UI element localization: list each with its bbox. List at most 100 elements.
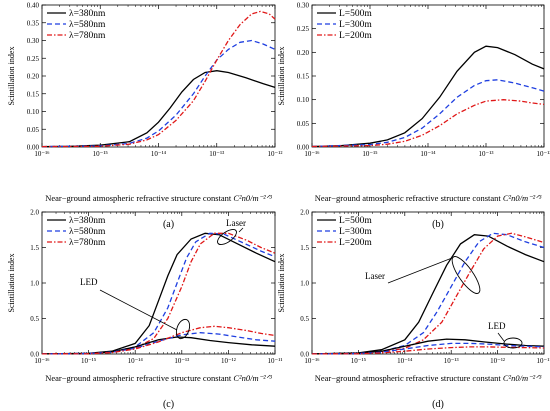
- y-axis-label: Scintillation index: [277, 254, 286, 313]
- x-tick-label: 10⁻¹²: [268, 150, 283, 158]
- y-tick-label: 1.5: [30, 244, 39, 252]
- y-tick-label: 0.5: [300, 315, 309, 323]
- annotation-ellipse-led: [175, 318, 191, 340]
- panel-caption: (b): [432, 219, 444, 230]
- legend-label: L=300m: [339, 227, 372, 237]
- x-axis-label: Near−ground atmospheric refractive struc…: [45, 373, 272, 383]
- x-tick-label: 10⁻¹⁶: [34, 150, 50, 158]
- x-tick-label: 10⁻¹³: [479, 150, 494, 158]
- annotation-ellipse-laser: [217, 229, 237, 245]
- x-tick-label: 10⁻¹⁴: [128, 357, 144, 365]
- series-line-laser-3: [41, 232, 276, 355]
- y-tick-label: 0.05: [27, 126, 40, 134]
- legend-label: L=200m: [339, 238, 372, 248]
- series-line-led-3: [311, 346, 545, 355]
- panel-caption: (d): [432, 399, 444, 410]
- series-line-2: [311, 79, 545, 148]
- y-axis-label: Scintillation index: [7, 47, 16, 106]
- x-tick-label: 10⁻¹³: [444, 357, 459, 365]
- series-line-3: [311, 99, 545, 148]
- y-tick-label: 0.25: [27, 55, 40, 63]
- annotation-ellipse-led: [503, 337, 523, 349]
- x-axis-label: Near−ground atmospheric refractive struc…: [315, 193, 542, 203]
- legend-label: L=500m: [339, 216, 372, 226]
- y-tick-label: 0.00: [27, 144, 40, 152]
- x-tick-label: 10⁻¹²: [537, 150, 550, 158]
- annotation-leader-led: [497, 332, 505, 342]
- annotation-label-laser: Laser: [226, 218, 246, 228]
- series-line-led-1: [41, 336, 276, 355]
- legend-label: λ=580nm: [69, 227, 106, 237]
- x-tick-label: 10⁻¹⁴: [420, 150, 436, 158]
- panel-c: 10⁻¹⁶ 10⁻¹⁵ 10⁻¹⁴ 10⁻¹³ 10⁻¹² 10⁻¹¹ 0.0 0.5 1.0 1…: [7, 209, 282, 411]
- legend-label: L=500m: [339, 9, 372, 19]
- series-line-1: [41, 70, 276, 148]
- x-tick-label: 10⁻¹⁶: [34, 357, 50, 365]
- y-tick-label: 0.40: [27, 2, 40, 10]
- annotation-label-led: LED: [80, 277, 98, 287]
- x-tick-label: 10⁻¹⁵: [81, 357, 97, 365]
- y-tick-label: 0.0: [300, 351, 309, 359]
- panel-caption: (a): [163, 219, 174, 230]
- x-tick-label: 10⁻¹²: [490, 357, 505, 365]
- legend-label: L=200m: [339, 31, 372, 41]
- y-tick-label: 0.10: [27, 108, 40, 116]
- y-axis-label: Scintillation index: [7, 254, 16, 313]
- series-line-laser-1: [311, 234, 545, 355]
- y-tick-label: 0.00: [297, 144, 310, 152]
- series-line-laser-2: [41, 232, 276, 355]
- legend-label: λ=580nm: [69, 20, 106, 30]
- legend-label: λ=780nm: [69, 31, 106, 41]
- x-tick-label: 10⁻¹²: [221, 357, 236, 365]
- series-line-laser-2: [311, 232, 545, 355]
- y-tick-label: 0.30: [27, 37, 40, 45]
- x-tick-label: 10⁻¹³: [174, 357, 189, 365]
- x-tick-label: 10⁻¹⁵: [362, 150, 378, 158]
- x-tick-label: 10⁻¹⁴: [397, 357, 413, 365]
- x-axis-label: Near−ground atmospheric refractive struc…: [45, 193, 272, 203]
- y-tick-label: 0.15: [27, 90, 40, 98]
- legend-label: L=300m: [339, 20, 372, 30]
- y-tick-label: 0.0: [30, 351, 39, 359]
- y-tick-label: 0.15: [297, 73, 310, 81]
- y-tick-label: 0.20: [297, 49, 310, 57]
- y-tick-label: 1.0: [300, 280, 309, 288]
- y-tick-label: 1.5: [300, 244, 309, 252]
- series-line-laser-3: [311, 232, 545, 355]
- x-axis-label: Near−ground atmospheric refractive struc…: [315, 373, 542, 383]
- series-line-3: [41, 10, 276, 148]
- x-tick-label: 10⁻¹⁴: [151, 150, 167, 158]
- y-tick-label: 1.0: [30, 280, 39, 288]
- x-tick-label: 10⁻¹⁶: [304, 150, 320, 158]
- series-line-2: [41, 39, 276, 148]
- y-tick-label: 0.10: [297, 96, 310, 104]
- legend-label: λ=380nm: [69, 9, 106, 19]
- annotation-leader-led: [99, 289, 178, 331]
- y-tick-label: 0.30: [297, 2, 310, 10]
- y-tick-label: 0.5: [30, 315, 39, 323]
- series-line-1: [311, 45, 545, 148]
- annotation-label-led: LED: [488, 321, 506, 331]
- series-line-laser-1: [41, 232, 276, 355]
- legend-label: λ=380nm: [69, 216, 106, 226]
- x-tick-label: 10⁻¹¹: [537, 357, 550, 365]
- x-tick-label: 10⁻¹⁵: [351, 357, 367, 365]
- x-tick-label: 10⁻¹⁵: [93, 150, 109, 158]
- y-tick-label: 0.05: [297, 120, 310, 128]
- y-tick-label: 0.35: [27, 19, 40, 27]
- series-line-led-1: [311, 338, 545, 355]
- y-tick-label: 2.0: [30, 209, 39, 217]
- annotation-ellipse-laser: [451, 256, 481, 294]
- series-line-led-2: [311, 342, 545, 355]
- y-axis-label: Scintillation index: [277, 47, 286, 106]
- x-tick-label: 10⁻¹⁶: [304, 357, 320, 365]
- annotation-leader-laser: [387, 257, 453, 284]
- y-tick-label: 0.20: [27, 73, 40, 81]
- series-line-led-3: [41, 325, 276, 355]
- legend-label: λ=780nm: [69, 238, 106, 248]
- annotation-label-laser: Laser: [365, 271, 385, 281]
